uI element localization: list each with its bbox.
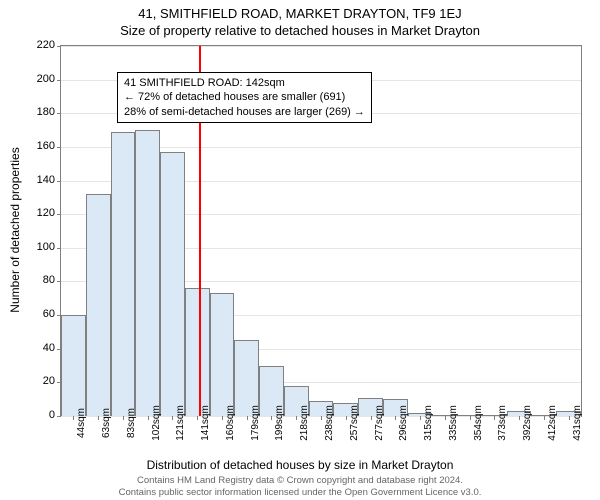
y-tick-label: 120 (25, 207, 55, 219)
info-line-3: 28% of semi-detached houses are larger (… (124, 105, 365, 119)
footer-line-2: Contains public sector information licen… (0, 487, 600, 498)
x-tick-label: 63sqm (101, 408, 112, 438)
x-tick-label: 83sqm (126, 408, 137, 438)
histogram-bar (185, 288, 210, 416)
x-tick-label: 121sqm (175, 405, 186, 441)
y-tick-label: 60 (25, 308, 55, 320)
x-tick-label: 102sqm (151, 405, 162, 441)
histogram-bar (160, 152, 185, 416)
x-tick-label: 179sqm (250, 405, 261, 441)
x-tick-label: 373sqm (497, 405, 508, 441)
x-axis-label: Distribution of detached houses by size … (0, 458, 600, 472)
x-tick-label: 354sqm (473, 405, 484, 441)
y-tick-label: 140 (25, 174, 55, 186)
y-axis-label: Number of detached properties (8, 147, 22, 312)
footer-line-1: Contains HM Land Registry data © Crown c… (0, 475, 600, 486)
x-tick-label: 315sqm (423, 405, 434, 441)
x-tick-label: 335sqm (448, 405, 459, 441)
y-tick-label: 100 (25, 241, 55, 253)
chart-title-main: 41, SMITHFIELD ROAD, MARKET DRAYTON, TF9… (0, 0, 600, 21)
histogram-bar (135, 130, 160, 416)
y-tick-label: 220 (25, 39, 55, 51)
y-tick-label: 0 (25, 409, 55, 421)
x-tick-label: 199sqm (274, 405, 285, 441)
x-tick-label: 296sqm (398, 405, 409, 441)
info-box: 41 SMITHFIELD ROAD: 142sqm← 72% of detac… (117, 72, 372, 123)
chart-footer: Contains HM Land Registry data © Crown c… (0, 475, 600, 498)
y-tick-label: 40 (25, 342, 55, 354)
x-tick-label: 257sqm (349, 405, 360, 441)
chart-title-sub: Size of property relative to detached ho… (0, 21, 600, 38)
x-tick-label: 218sqm (299, 405, 310, 441)
x-tick-label: 277sqm (374, 405, 385, 441)
y-tick-label: 200 (25, 73, 55, 85)
plot-area: 41 SMITHFIELD ROAD: 142sqm← 72% of detac… (60, 45, 582, 417)
histogram-bar (61, 315, 86, 416)
x-tick-label: 238sqm (324, 405, 335, 441)
x-tick-label: 392sqm (522, 405, 533, 441)
info-line-2: ← 72% of detached houses are smaller (69… (124, 90, 365, 104)
y-tick-label: 80 (25, 274, 55, 286)
y-tick-label: 20 (25, 375, 55, 387)
gridline (61, 46, 581, 47)
y-tick-label: 180 (25, 106, 55, 118)
x-tick-label: 141sqm (200, 405, 211, 441)
x-tick-label: 431sqm (572, 405, 583, 441)
histogram-bar (86, 194, 111, 416)
x-tick-label: 160sqm (225, 405, 236, 441)
histogram-bar (111, 132, 136, 416)
x-tick-label: 412sqm (547, 405, 558, 441)
histogram-bar (210, 293, 235, 416)
x-tick-label: 44sqm (76, 408, 87, 438)
y-tick-label: 160 (25, 140, 55, 152)
info-line-1: 41 SMITHFIELD ROAD: 142sqm (124, 76, 365, 90)
